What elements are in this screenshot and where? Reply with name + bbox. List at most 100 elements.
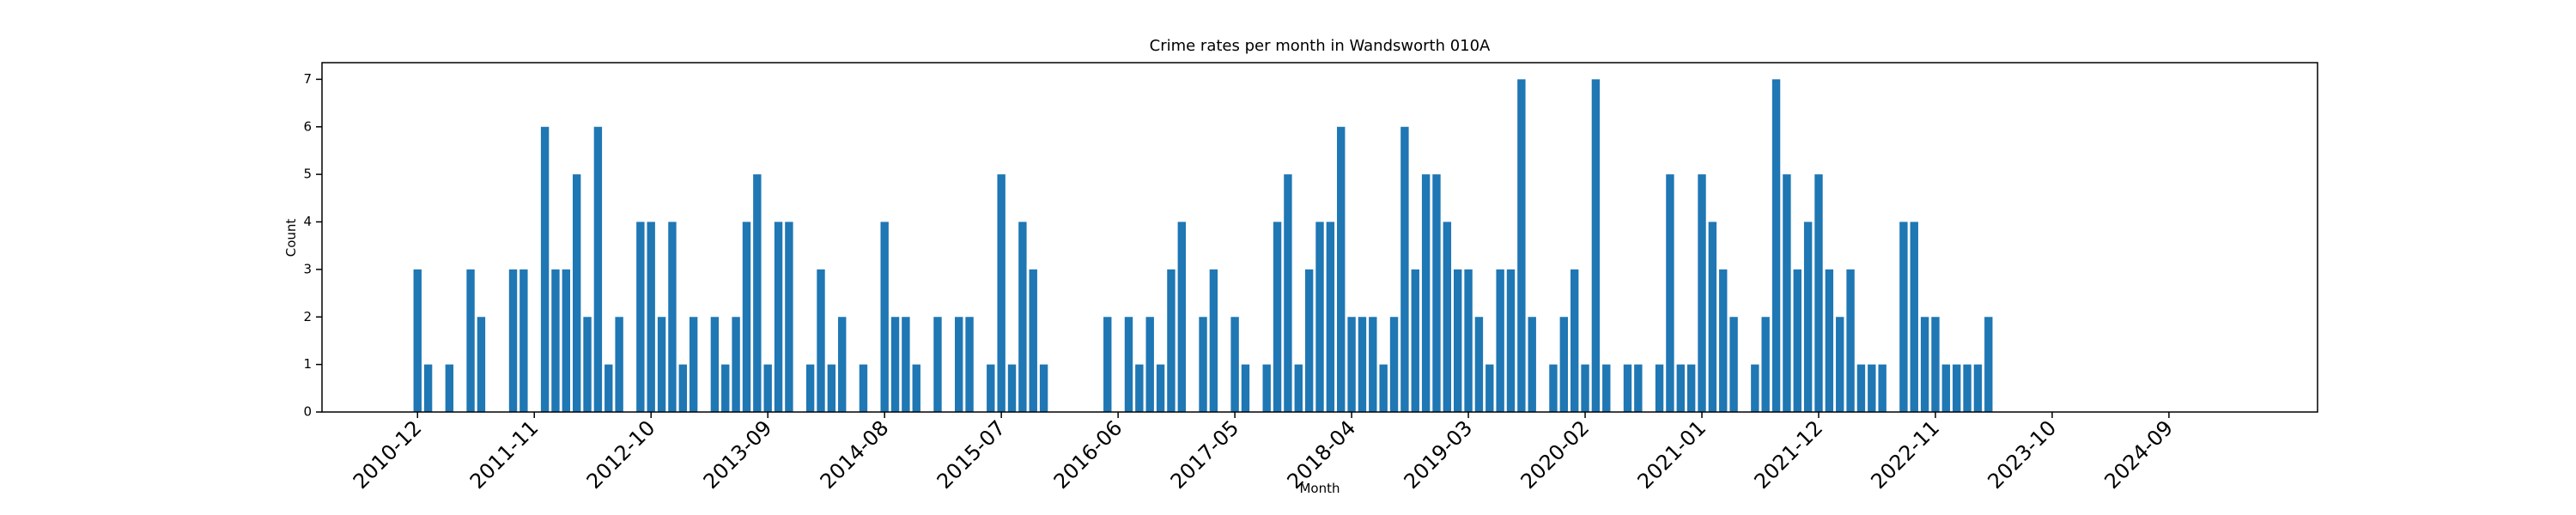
bar [1007, 364, 1017, 412]
y-tick-label: 3 [303, 261, 312, 276]
bar [1846, 269, 1855, 412]
bar [551, 269, 560, 412]
bar [1814, 174, 1823, 412]
bar [1411, 269, 1419, 412]
bar [1953, 364, 1961, 412]
bar [508, 269, 518, 412]
x-tick-label: 2024-09 [2099, 415, 2178, 494]
bar [1262, 364, 1271, 412]
x-tick-label: 2017-05 [1166, 415, 1244, 494]
bar [583, 317, 592, 412]
bar [742, 221, 751, 412]
y-tick-label: 6 [303, 118, 312, 134]
bar [710, 317, 720, 412]
bar [1241, 364, 1250, 412]
bar [1421, 174, 1431, 412]
bar [1783, 174, 1791, 412]
bar [1920, 317, 1929, 412]
bar [1124, 317, 1133, 412]
bar [1199, 317, 1207, 412]
bar [647, 221, 655, 412]
bar [1209, 269, 1218, 412]
y-tick-label: 4 [303, 214, 312, 229]
bar [732, 317, 740, 412]
bar [827, 364, 836, 412]
bar [1347, 317, 1356, 412]
bar [413, 269, 422, 412]
bar [817, 269, 825, 412]
bar [657, 317, 666, 412]
bar [785, 221, 793, 412]
bar [678, 364, 687, 412]
bar [753, 174, 762, 412]
bar [1304, 269, 1314, 412]
bar [1474, 317, 1484, 412]
bar [1878, 364, 1886, 412]
bar [1103, 317, 1112, 412]
bar [1464, 269, 1473, 412]
bar [912, 364, 920, 412]
bar [1315, 221, 1324, 412]
bar [1570, 269, 1579, 412]
bar [1676, 364, 1685, 412]
x-tick-label: 2013-09 [699, 415, 777, 494]
bar [890, 317, 900, 412]
bar [1666, 174, 1674, 412]
bar [1284, 174, 1292, 412]
bar [1771, 79, 1781, 412]
x-tick-label: 2020-02 [1516, 415, 1595, 494]
bar [721, 364, 730, 412]
y-tick-label: 7 [303, 71, 312, 87]
x-tick-label: 2014-08 [816, 415, 894, 494]
bar [1803, 221, 1813, 412]
bar [1528, 317, 1536, 412]
bar [1273, 221, 1282, 412]
bar [1655, 364, 1664, 412]
y-axis-label: Count [283, 219, 299, 258]
bar [1485, 364, 1494, 412]
bar [1793, 269, 1801, 412]
bar [1868, 364, 1876, 412]
bar [540, 126, 550, 412]
y-tick-label: 0 [303, 404, 312, 420]
bar [1761, 317, 1770, 412]
bar [1719, 269, 1728, 412]
bar [1623, 364, 1632, 412]
bar [1135, 364, 1144, 412]
y-tick-label: 2 [303, 309, 312, 324]
bar [1018, 221, 1027, 412]
bar [880, 221, 889, 412]
bar [1145, 317, 1154, 412]
bar [1591, 79, 1601, 412]
bar [1506, 269, 1516, 412]
bar [1984, 317, 1993, 412]
x-tick-label: 2015-07 [933, 415, 1011, 494]
bar [1496, 269, 1504, 412]
bar [1389, 317, 1399, 412]
bar [859, 364, 868, 412]
bar [1634, 364, 1643, 412]
x-tick-label: 2016-06 [1049, 415, 1127, 494]
bar [636, 221, 645, 412]
bar [1294, 364, 1303, 412]
bar [1825, 269, 1834, 412]
bar [987, 364, 995, 412]
bar [1973, 364, 1983, 412]
bar [668, 221, 677, 412]
bar [605, 364, 613, 412]
bar [562, 269, 571, 412]
bar [1230, 317, 1239, 412]
bar [805, 364, 815, 412]
bar [1708, 221, 1717, 412]
x-tick-label: 2010-12 [349, 415, 427, 494]
y-tick-label: 5 [303, 167, 312, 182]
bar [1326, 221, 1335, 412]
bar [423, 364, 433, 412]
x-tick-label: 2023-10 [1983, 415, 2061, 494]
bar [774, 221, 783, 412]
bar [1686, 364, 1696, 412]
bar [1177, 221, 1186, 412]
bar [1432, 174, 1441, 412]
bar [1941, 364, 1951, 412]
